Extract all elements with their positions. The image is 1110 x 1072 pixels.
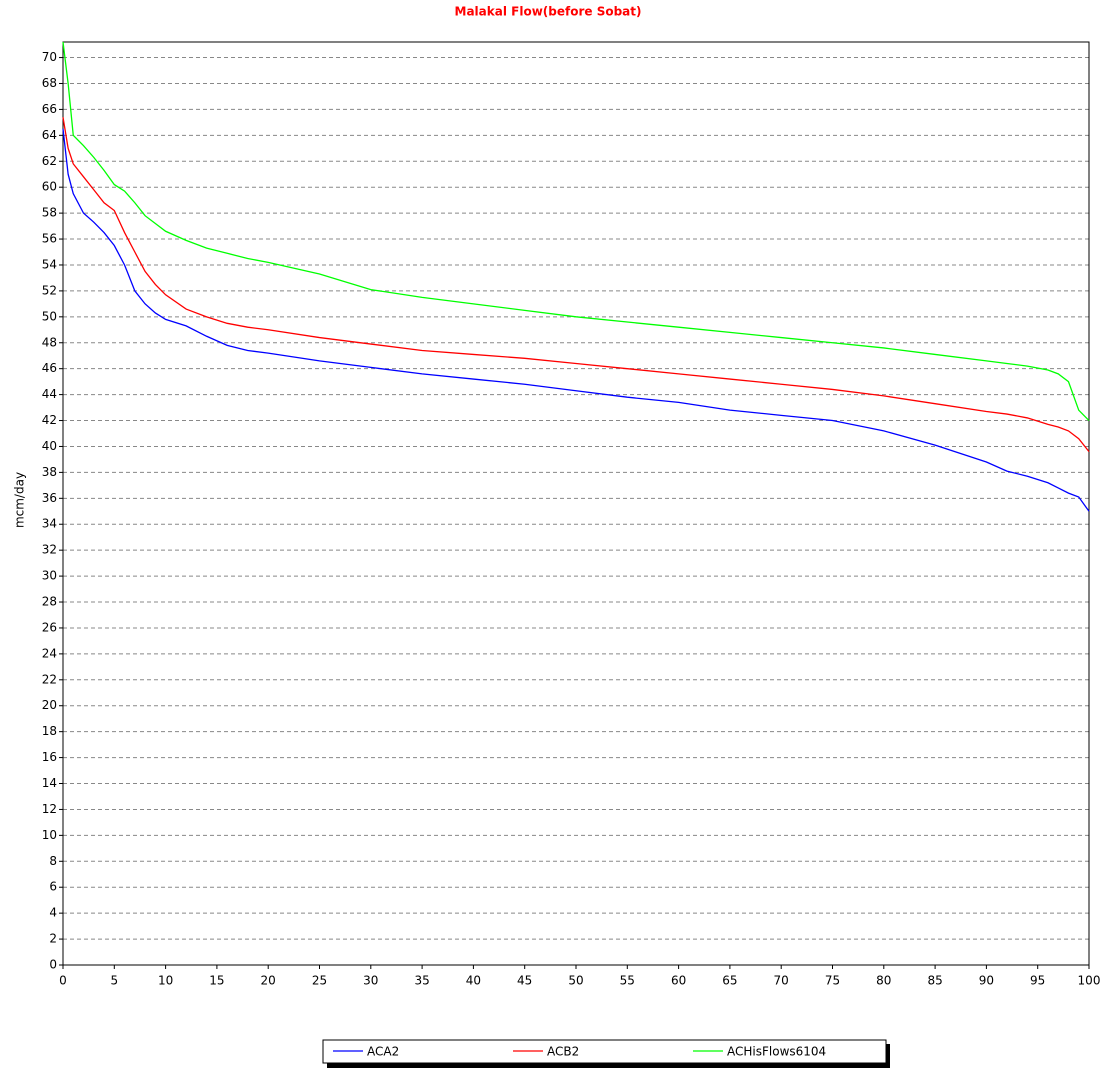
y-tick-label: 6 bbox=[49, 880, 57, 894]
y-tick-label: 24 bbox=[42, 646, 57, 660]
series-line bbox=[62, 117, 1090, 453]
series-line bbox=[62, 128, 1090, 512]
x-tick-label: 10 bbox=[158, 974, 173, 988]
y-tick-label: 10 bbox=[42, 828, 57, 842]
y-tick-label: 68 bbox=[42, 76, 57, 90]
x-tick-label: 0 bbox=[59, 974, 67, 988]
y-tick-label: 50 bbox=[42, 309, 57, 323]
y-tick-label: 58 bbox=[42, 206, 57, 220]
chart-title: Malakal Flow(before Sobat) bbox=[455, 5, 642, 19]
y-tick-label: 12 bbox=[42, 802, 57, 816]
y-tick-label: 8 bbox=[49, 854, 57, 868]
y-tick-label: 16 bbox=[42, 750, 57, 764]
x-tick-label: 75 bbox=[825, 974, 840, 988]
y-tick-label: 28 bbox=[42, 595, 57, 609]
y-tick-label: 30 bbox=[42, 569, 57, 583]
y-tick-label: 52 bbox=[42, 283, 57, 297]
y-tick-label: 32 bbox=[42, 543, 57, 557]
x-tick-label: 20 bbox=[261, 974, 276, 988]
y-tick-label: 2 bbox=[49, 932, 57, 946]
x-tick-label: 15 bbox=[209, 974, 224, 988]
x-tick-label: 80 bbox=[876, 974, 891, 988]
x-tick-label: 65 bbox=[722, 974, 737, 988]
x-tick-label: 35 bbox=[414, 974, 429, 988]
y-tick-label: 38 bbox=[42, 465, 57, 479]
legend-label: ACHisFlows6104 bbox=[727, 1045, 826, 1059]
x-tick-label: 45 bbox=[517, 974, 532, 988]
y-tick-label: 62 bbox=[42, 154, 57, 168]
legend-label: ACA2 bbox=[367, 1045, 399, 1059]
x-tick-label: 95 bbox=[1030, 974, 1045, 988]
y-tick-label: 46 bbox=[42, 361, 57, 375]
x-tick-label: 25 bbox=[312, 974, 327, 988]
x-tick-label: 50 bbox=[568, 974, 583, 988]
y-tick-label: 54 bbox=[42, 257, 57, 271]
y-tick-label: 34 bbox=[42, 517, 57, 531]
y-tick-label: 44 bbox=[42, 387, 57, 401]
y-tick-label: 0 bbox=[49, 958, 57, 972]
y-tick-label: 22 bbox=[42, 672, 57, 686]
x-tick-label: 100 bbox=[1078, 974, 1101, 988]
legend-box bbox=[322, 1039, 887, 1064]
y-tick-label: 20 bbox=[42, 698, 57, 712]
x-tick-label: 60 bbox=[671, 974, 686, 988]
y-tick-label: 60 bbox=[42, 180, 57, 194]
y-tick-label: 48 bbox=[42, 335, 57, 349]
series-line bbox=[62, 41, 1090, 421]
y-tick-label: 36 bbox=[42, 491, 57, 505]
legend-label: ACB2 bbox=[547, 1045, 579, 1059]
x-tick-label: 85 bbox=[927, 974, 942, 988]
y-tick-label: 64 bbox=[42, 128, 57, 142]
x-tick-label: 40 bbox=[466, 974, 481, 988]
y-tick-label: 18 bbox=[42, 724, 57, 738]
x-tick-label: 90 bbox=[979, 974, 994, 988]
y-axis-label: mcm/day bbox=[13, 472, 27, 528]
y-tick-label: 4 bbox=[49, 906, 57, 920]
y-tick-label: 66 bbox=[42, 102, 57, 116]
y-tick-label: 26 bbox=[42, 620, 57, 634]
x-tick-label: 5 bbox=[110, 974, 118, 988]
y-tick-label: 14 bbox=[42, 776, 57, 790]
y-tick-label: 42 bbox=[42, 413, 57, 427]
y-tick-label: 40 bbox=[42, 439, 57, 453]
x-tick-label: 55 bbox=[620, 974, 635, 988]
x-tick-label: 30 bbox=[363, 974, 378, 988]
y-tick-label: 56 bbox=[42, 232, 57, 246]
plot-frame bbox=[62, 41, 1090, 966]
y-tick-label: 70 bbox=[42, 50, 57, 64]
x-tick-label: 70 bbox=[774, 974, 789, 988]
